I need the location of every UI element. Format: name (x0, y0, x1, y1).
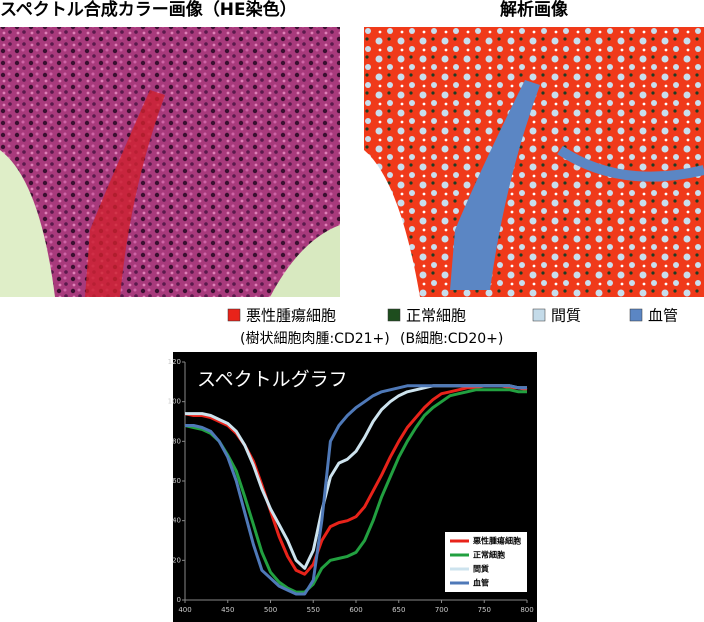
legend-label: 悪性腫瘍細胞 (246, 307, 336, 325)
series-line (185, 384, 527, 596)
x-tick-label: 750 (478, 606, 491, 614)
legend-label: 正常細胞 (473, 550, 505, 560)
y-tick-label: 40 (172, 517, 181, 525)
x-tick-label: 800 (520, 606, 533, 614)
image-legend: 悪性腫瘍細胞 (樹状細胞肉腫:CD21+) 正常細胞 (B細胞:CD20+) 間質 血管 (227, 307, 678, 347)
series-line (184, 388, 527, 594)
legend-swatch (227, 308, 241, 322)
y-tick-label: 80 (172, 437, 181, 445)
x-tick-label: 650 (392, 606, 405, 614)
legend-label: 悪性腫瘍細胞 (473, 536, 521, 546)
legend-swatch (629, 308, 643, 322)
y-tick-label: 60 (172, 477, 181, 485)
x-tick-label: 700 (435, 606, 448, 614)
image-title: スペクトル合成カラー画像（HE染色） (0, 0, 297, 20)
x-tick-label: 400 (178, 606, 191, 614)
y-tick-label: 120 (168, 358, 181, 366)
legend-swatch (532, 308, 546, 322)
analysis-image (364, 27, 704, 297)
legend-label: 間質 (551, 307, 581, 325)
chart-title: スペクトルグラフ (197, 369, 348, 391)
he-image (0, 27, 340, 297)
x-tick-label: 450 (221, 606, 234, 614)
x-tick-label: 600 (349, 606, 362, 614)
legend-note: (樹状細胞肉腫:CD21+) (240, 331, 390, 347)
x-tick-label: 500 (264, 606, 277, 614)
legend-swatch (387, 308, 401, 322)
legend-note: (B細胞:CD20+) (400, 331, 503, 347)
x-tick-label: 550 (307, 606, 320, 614)
image-title: 解析画像 (500, 0, 569, 20)
y-tick-label: 20 (172, 556, 181, 564)
spectrum-chart: スペクトルグラフ 0 20 40 60 80 100 120 400 450 500 550 600 65… (168, 352, 537, 622)
legend-label: 正常細胞 (406, 307, 466, 325)
y-tick-label: 100 (168, 398, 181, 406)
legend-label: 血管 (648, 307, 678, 325)
legend-label: 間質 (473, 564, 489, 574)
y-tick-label: 0 (177, 596, 181, 604)
legend-label: 血管 (473, 578, 489, 588)
